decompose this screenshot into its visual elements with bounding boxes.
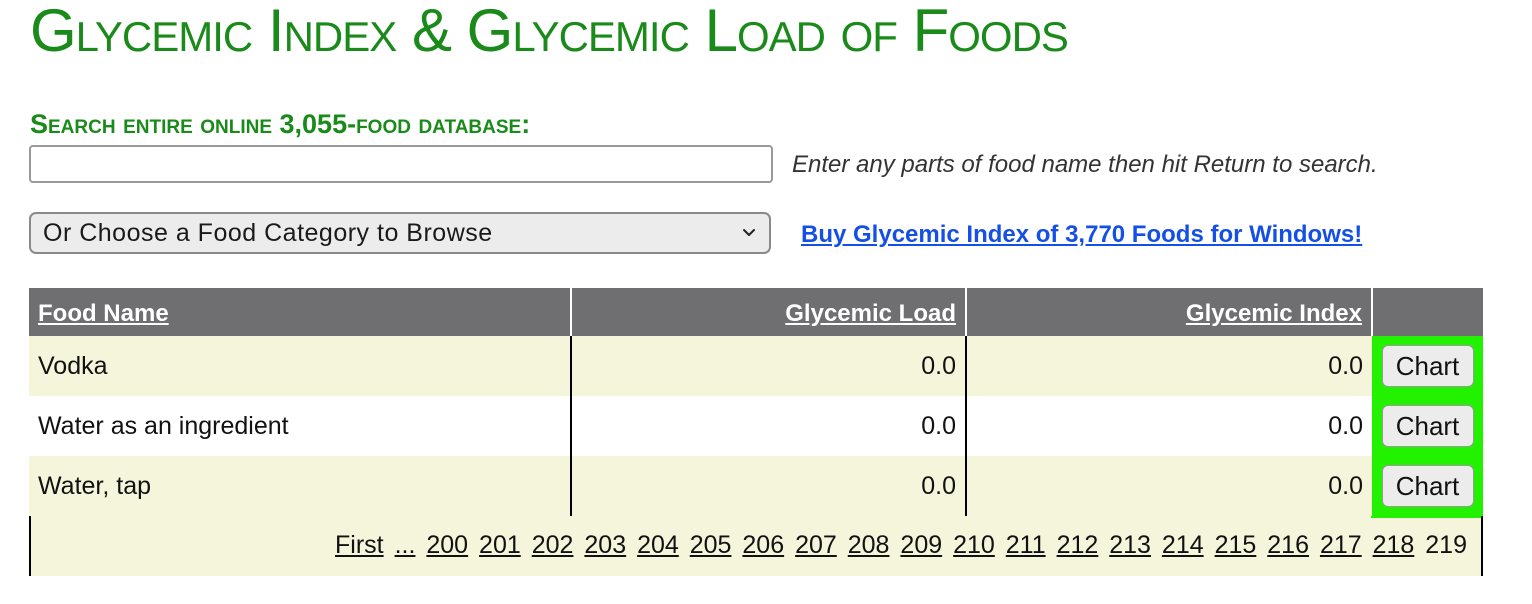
search-input[interactable] xyxy=(29,145,773,183)
pagination: First ... 200 201 202 203 204 205 206 20… xyxy=(331,530,1467,560)
chart-button[interactable]: Chart xyxy=(1381,345,1474,387)
pagination-ellipsis-link[interactable]: ... xyxy=(394,531,416,559)
column-header-glycemic-load: Glycemic Load xyxy=(571,288,967,336)
category-select-value: Or Choose a Food Category to Browse xyxy=(43,218,493,247)
pagination-page-link[interactable]: 218 xyxy=(1372,531,1415,559)
pagination-page-link[interactable]: 208 xyxy=(847,531,890,559)
pagination-page-link[interactable]: 216 xyxy=(1267,531,1309,559)
table-row: Water as an ingredient 0.0 0.0 Chart xyxy=(29,396,1483,456)
pagination-page-link[interactable]: 217 xyxy=(1319,531,1362,559)
chevron-down-icon xyxy=(741,225,757,241)
pagination-page-link[interactable]: 203 xyxy=(584,531,627,559)
pagination-page-link[interactable]: 215 xyxy=(1214,531,1257,559)
pagination-page-link[interactable]: 206 xyxy=(742,531,785,559)
chart-cell: Chart xyxy=(1372,396,1483,456)
search-hint: Enter any parts of food name then hit Re… xyxy=(792,151,1378,178)
glycemic-index-cell: 0.0 xyxy=(966,336,1372,396)
glycemic-index-cell: 0.0 xyxy=(966,396,1372,456)
pagination-page-link[interactable]: 210 xyxy=(953,531,995,559)
pagination-page-link[interactable]: 207 xyxy=(795,531,837,559)
glycemic-load-cell: 0.0 xyxy=(571,456,967,516)
page-title: Glycemic Index & Glycemic Load of Foods xyxy=(30,0,1069,64)
food-name-cell: Water, tap xyxy=(29,456,572,516)
glycemic-index-cell: 0.0 xyxy=(966,456,1372,516)
pagination-page-link[interactable]: 204 xyxy=(637,531,679,559)
sort-glycemic-load-link[interactable]: Glycemic Load xyxy=(785,300,956,327)
pagination-page-link[interactable]: 209 xyxy=(900,531,943,559)
pagination-page-link[interactable]: 211 xyxy=(1005,531,1046,559)
glycemic-load-cell: 0.0 xyxy=(571,396,967,456)
pagination-page-link[interactable]: 202 xyxy=(531,531,574,559)
column-header-food-name: Food Name xyxy=(29,288,572,336)
chart-column-edge xyxy=(1371,516,1481,518)
pagination-page-link[interactable]: 205 xyxy=(689,531,732,559)
pagination-page-link[interactable]: 213 xyxy=(1109,531,1151,559)
food-table: Food Name Glycemic Load Glycemic Index V… xyxy=(29,288,1483,516)
pagination-page-link[interactable]: 212 xyxy=(1056,531,1099,559)
table-row: Water, tap 0.0 0.0 Chart xyxy=(29,456,1483,516)
chart-button[interactable]: Chart xyxy=(1381,465,1474,507)
glycemic-load-cell: 0.0 xyxy=(571,336,967,396)
category-select[interactable]: Or Choose a Food Category to Browse xyxy=(29,212,771,254)
sort-food-name-link[interactable]: Food Name xyxy=(38,300,169,327)
sort-glycemic-index-link[interactable]: Glycemic Index xyxy=(1185,300,1362,327)
column-header-chart xyxy=(1372,288,1483,336)
chart-cell: Chart xyxy=(1372,456,1483,516)
chart-cell: Chart xyxy=(1372,336,1483,396)
pagination-row: First ... 200 201 202 203 204 205 206 20… xyxy=(29,516,1483,576)
chart-button[interactable]: Chart xyxy=(1381,405,1474,447)
pagination-page-link[interactable]: 214 xyxy=(1161,531,1204,559)
pagination-current-page: 219 xyxy=(1425,531,1467,559)
buy-software-link[interactable]: Buy Glycemic Index of 3,770 Foods for Wi… xyxy=(801,221,1363,248)
table-header-row: Food Name Glycemic Load Glycemic Index xyxy=(29,288,1483,336)
search-heading: Search entire online 3,055-food database… xyxy=(30,109,531,139)
pagination-first-link[interactable]: First xyxy=(335,531,384,559)
pagination-page-link[interactable]: 200 xyxy=(426,531,469,559)
food-name-cell: Water as an ingredient xyxy=(29,396,572,456)
column-header-glycemic-index: Glycemic Index xyxy=(966,288,1373,336)
table-row: Vodka 0.0 0.0 Chart xyxy=(29,336,1483,396)
pagination-page-link[interactable]: 201 xyxy=(479,531,521,559)
food-name-cell: Vodka xyxy=(29,336,572,396)
